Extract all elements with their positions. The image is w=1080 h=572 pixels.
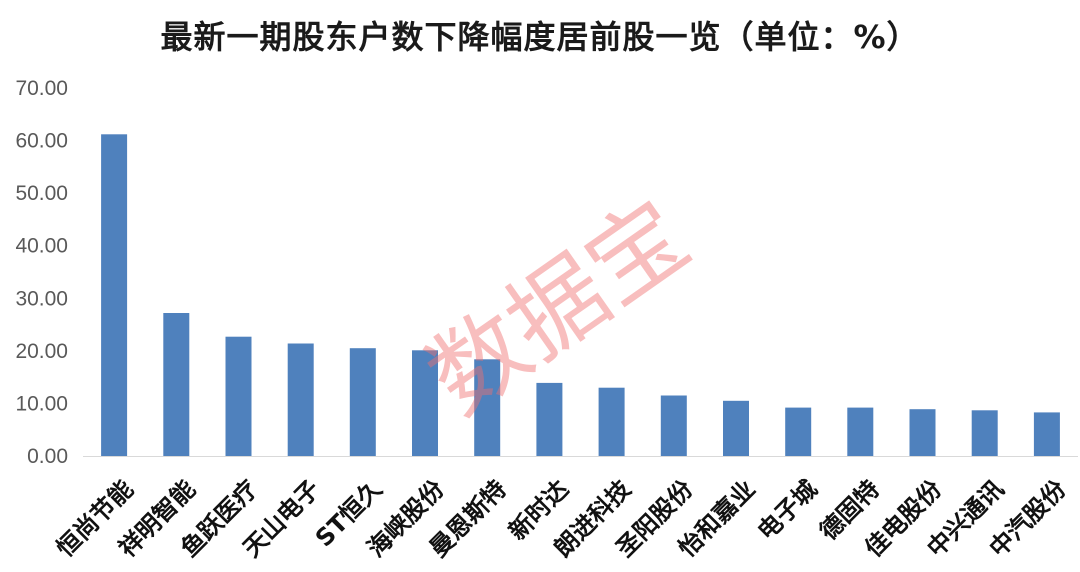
bar [909,409,936,456]
bar [287,343,314,456]
bar [412,350,438,456]
y-tick-label: 50.00 [15,182,68,205]
bar [598,387,625,456]
y-axis: 0.00 10.00 20.00 30.00 40.00 50.00 60.00 70.00 [15,77,68,468]
x-axis: 恒尚节能祥明智能鱼跃医疗天山电子ST恒久海峡股份曼恩斯特新时达朗进科技圣阳股份怡… [51,474,1072,562]
y-tick-label: 60.00 [15,130,68,153]
chart-title: 最新一期股东户数下降幅度居前股一览（单位：%） [160,18,920,56]
y-tick-label: 20.00 [15,340,68,363]
bar [723,400,749,456]
bar [474,359,501,456]
bar [971,410,998,456]
x-category-label: 电子城 [752,475,823,546]
bar [660,395,687,456]
bar [101,134,128,457]
bar [847,407,874,456]
bar [536,382,563,456]
bar [349,348,376,456]
bar [163,313,190,456]
bar [785,407,812,456]
y-tick-label: 70.00 [15,77,68,100]
bars [101,134,1060,457]
y-tick-label: 40.00 [15,235,68,258]
bar [225,336,252,456]
bar [1033,412,1060,456]
y-tick-label: 30.00 [15,287,68,310]
y-tick-label: 0.00 [27,445,68,468]
y-tick-label: 10.00 [15,392,68,415]
